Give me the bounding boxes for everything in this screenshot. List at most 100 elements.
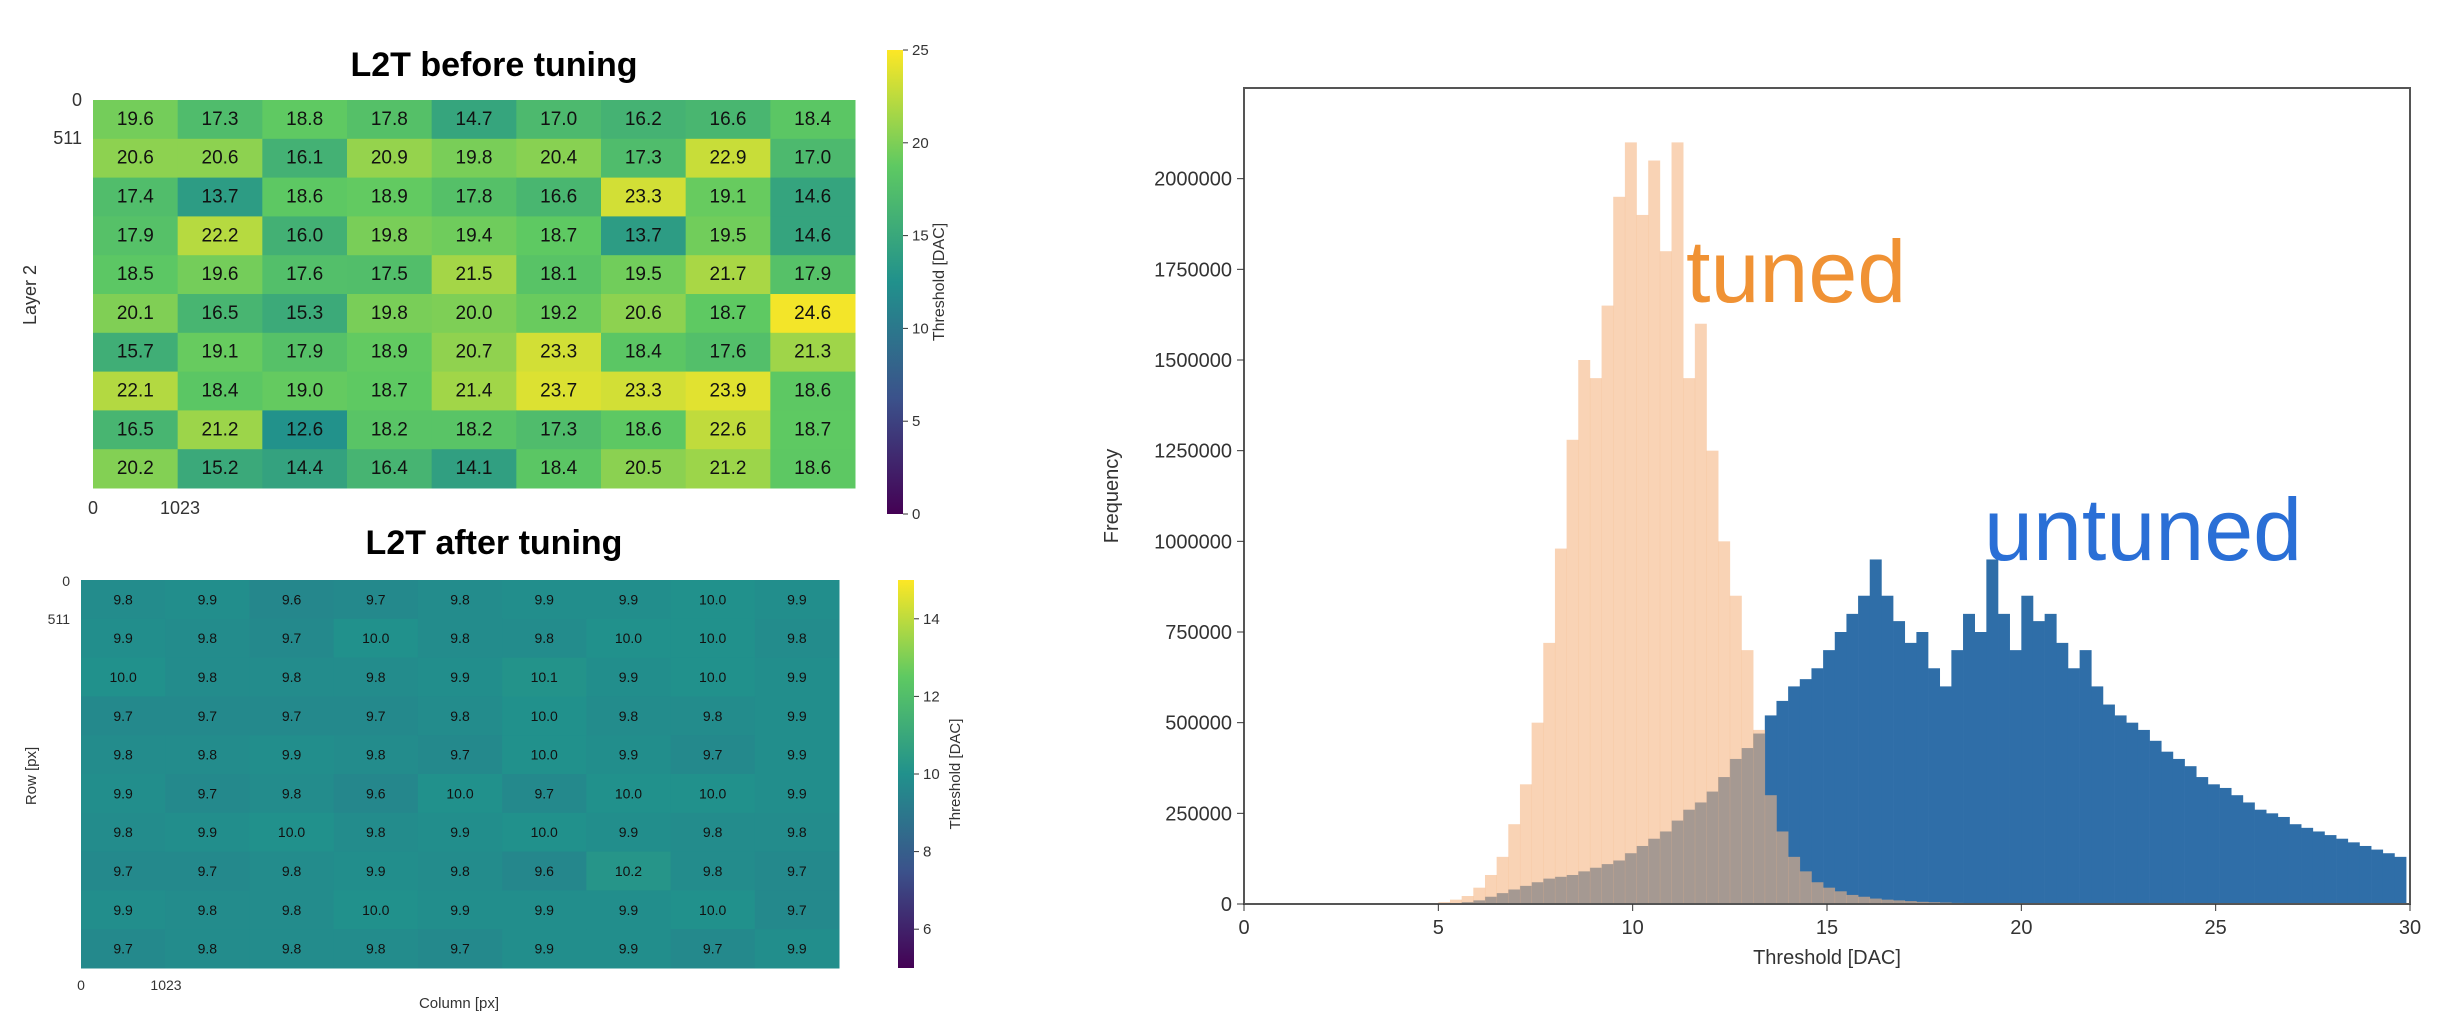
histogram-bar-tuned	[1543, 642, 1556, 904]
histogram-bar-tuned	[1846, 894, 1859, 904]
heatmap-cell	[685, 332, 771, 373]
histogram-bar-tuned	[1823, 887, 1836, 904]
y-tick-label: 1000000	[1154, 531, 1232, 553]
heatmap-cell	[754, 812, 840, 853]
histogram-bar-untuned	[2301, 827, 2314, 904]
heatmap-cell-label: 10.0	[531, 824, 558, 840]
heatmap-cell	[586, 618, 672, 659]
heatmap-cell	[670, 696, 756, 736]
histogram-bar-untuned	[2277, 816, 2290, 904]
y-tick-label: 500000	[1165, 713, 1232, 735]
histogram-bar-untuned	[2324, 835, 2337, 904]
heatmap-cell	[586, 812, 672, 853]
heatmap-cell-label: 10.0	[615, 630, 642, 646]
heatmap-cell	[417, 696, 503, 736]
heatmap-cell-label: 21.3	[794, 342, 831, 363]
heatmap-cell	[754, 851, 840, 891]
heatmap-cell-label: 19.8	[371, 225, 408, 246]
heatmap-cell	[249, 890, 335, 930]
histogram-bar-untuned	[2126, 722, 2139, 904]
heatmap-cell-label: 16.5	[117, 419, 154, 440]
histogram-bar-untuned	[2359, 845, 2372, 904]
heatmap-cell-label: 9.9	[787, 591, 807, 607]
histogram-bar-untuned	[1799, 679, 1812, 904]
heatmap-cell-label: 20.1	[117, 303, 154, 324]
heatmap-cell-label: 9.9	[198, 824, 218, 840]
histogram-bar-untuned	[2079, 650, 2092, 904]
heatmap-cell-label: 22.9	[710, 148, 747, 169]
heatmap-cell-label: 9.8	[198, 630, 218, 646]
heatmap-cell-label: 17.9	[117, 225, 154, 246]
heatmap-cell	[93, 216, 179, 256]
heatmap-cell	[431, 294, 517, 334]
heatmap-after-ytick-511: 511	[48, 611, 71, 627]
histogram-bar-tuned	[1484, 874, 1497, 904]
histogram-bar-tuned	[1589, 378, 1602, 905]
heatmap-cell	[502, 696, 587, 736]
histogram-bar-tuned	[1496, 856, 1509, 904]
heatmap-cell-label: 19.0	[286, 381, 323, 402]
heatmap-cell	[670, 618, 756, 659]
heatmap-cell	[262, 100, 348, 140]
heatmap-cell-label: 18.6	[794, 381, 831, 402]
heatmap-cell-label: 9.9	[787, 785, 807, 801]
heatmap-cell-label: 9.8	[282, 863, 302, 879]
heatmap-cell-label: 9.8	[282, 669, 302, 685]
heatmap-cell-label: 19.8	[371, 303, 408, 324]
heatmap-cell	[177, 216, 263, 256]
heatmap-cell	[431, 449, 517, 489]
y-tick-label: 1500000	[1154, 350, 1232, 372]
heatmap-cell	[177, 410, 263, 450]
heatmap-cell	[177, 255, 263, 295]
heatmap-cell	[670, 580, 756, 620]
heatmap-cell-label: 9.7	[282, 708, 302, 724]
heatmap-cell-label: 17.0	[794, 148, 831, 169]
heatmap-cell-label: 9.9	[534, 941, 554, 957]
heatmap-cell-label: 16.0	[286, 225, 323, 246]
heatmap-cell	[165, 618, 250, 659]
heatmap-cell-label: 17.6	[710, 342, 747, 363]
heatmap-cell-label: 9.9	[450, 669, 470, 685]
heatmap-cell	[249, 618, 335, 659]
heatmap-cell-label: 9.7	[534, 785, 554, 801]
heatmap-cell	[770, 294, 856, 334]
histogram-bar-tuned	[1531, 722, 1544, 904]
x-tick-label: 15	[1816, 917, 1838, 939]
colorbar-tick-label: 10	[923, 766, 940, 783]
x-tick-label: 10	[1622, 917, 1644, 939]
heatmap-cell-label: 9.8	[450, 591, 470, 607]
heatmap-cell	[417, 657, 503, 697]
heatmap-cell	[262, 410, 348, 450]
heatmap-cell	[431, 332, 517, 373]
heatmap-cell-label: 9.9	[787, 708, 807, 724]
heatmap-cell-label: 10.0	[278, 824, 305, 840]
heatmap-cell-label: 17.4	[117, 187, 154, 208]
heatmap-cell-label: 16.2	[625, 109, 662, 130]
heatmap-cell	[417, 774, 503, 814]
heatmap-cell-label: 18.1	[540, 264, 577, 285]
heatmap-cell-label: 9.8	[282, 785, 302, 801]
histogram-bar-untuned	[2242, 802, 2255, 904]
histogram-bar-tuned	[1624, 142, 1637, 904]
heatmap-cell-label: 21.2	[202, 419, 239, 440]
heatmap-after-tuning: L2T after tuning Row [px] 0 511 0 1023 C…	[23, 524, 964, 1012]
heatmap-cell	[81, 735, 166, 775]
heatmap-cell	[417, 812, 503, 853]
heatmap-cell	[81, 774, 166, 814]
heatmap-cell-label: 14.7	[456, 109, 493, 130]
heatmap-cell	[347, 371, 433, 411]
histogram-bar-tuned	[1718, 541, 1731, 904]
heatmap-cell	[165, 735, 250, 775]
histogram-bar-tuned	[1799, 871, 1812, 904]
histogram-bar-tuned	[1881, 899, 1894, 904]
heatmap-cell	[347, 100, 433, 140]
y-tick-label: 1750000	[1154, 259, 1232, 281]
heatmap-cell-label: 18.9	[371, 342, 408, 363]
heatmap-cell	[601, 216, 687, 256]
heatmap-cell	[93, 255, 179, 295]
heatmap-cell-label: 17.3	[202, 109, 239, 130]
histogram-bar-tuned	[1776, 831, 1789, 904]
heatmap-cell	[177, 100, 263, 140]
histogram-bar-untuned	[1893, 621, 1906, 904]
histogram-bar-untuned	[1904, 642, 1917, 904]
